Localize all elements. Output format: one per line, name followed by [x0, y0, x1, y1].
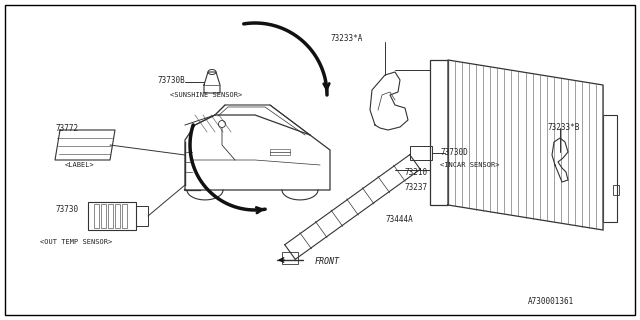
- Text: 73233*B: 73233*B: [548, 123, 580, 132]
- Bar: [115, 204, 120, 228]
- Text: <SUNSHINE SENSOR>: <SUNSHINE SENSOR>: [170, 92, 243, 98]
- Text: 73444A: 73444A: [385, 215, 413, 225]
- Text: FRONT: FRONT: [315, 258, 340, 267]
- Text: 73233*A: 73233*A: [330, 34, 362, 43]
- Bar: [88, 202, 136, 230]
- Bar: [430, 60, 448, 205]
- Text: 73730D: 73730D: [440, 148, 468, 156]
- Bar: [108, 204, 113, 228]
- Bar: [410, 146, 432, 160]
- Bar: [94, 204, 99, 228]
- Text: <LABEL>: <LABEL>: [65, 162, 95, 168]
- Bar: [122, 204, 127, 228]
- Text: 73210: 73210: [405, 167, 428, 177]
- Text: 73237: 73237: [405, 182, 428, 191]
- Text: 73772: 73772: [55, 124, 78, 132]
- Text: <INCAR SENSOR>: <INCAR SENSOR>: [440, 162, 499, 168]
- Bar: [603, 115, 617, 222]
- Text: <OUT TEMP SENSOR>: <OUT TEMP SENSOR>: [40, 239, 112, 245]
- Text: 73730B: 73730B: [157, 76, 185, 84]
- Bar: [101, 204, 106, 228]
- Bar: [136, 206, 148, 226]
- Bar: [282, 252, 298, 264]
- Text: A730001361: A730001361: [528, 298, 574, 307]
- Text: 73730: 73730: [55, 205, 78, 214]
- Bar: [613, 185, 619, 195]
